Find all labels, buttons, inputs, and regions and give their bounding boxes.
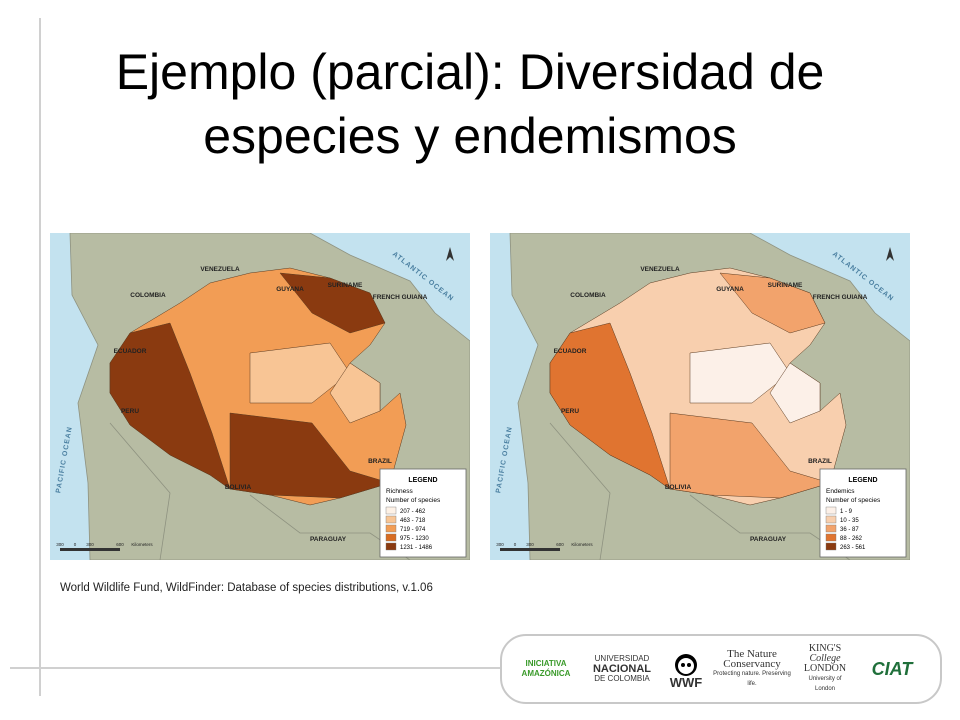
legend-swatch: [825, 506, 837, 515]
panda-icon: [675, 653, 697, 676]
scale-label: 600: [556, 542, 564, 547]
logo-ciat: CIAT: [871, 659, 913, 679]
logo-text: LONDON: [803, 663, 847, 674]
legend-label: 975 - 1230: [400, 536, 429, 542]
place-label: VENEZUELA: [640, 266, 680, 273]
logo-iniciativa: INICIATIVA AMAZÓNICA: [521, 659, 571, 678]
logo-wwf: WWF: [669, 651, 703, 690]
logo-unal: UNIVERSIDAD NACIONAL DE COLOMBIA: [585, 654, 659, 684]
place-label: COLOMBIA: [130, 292, 166, 299]
place-label: PERU: [561, 408, 579, 415]
caption: World Wildlife Fund, WildFinder: Databas…: [60, 582, 433, 594]
logo-bar: INICIATIVA AMAZÓNICA UNIVERSIDAD NACIONA…: [500, 634, 942, 704]
place-label: BRAZIL: [808, 458, 832, 465]
scale-label: 600: [116, 542, 124, 547]
scale-bar: [60, 548, 120, 551]
legend-label: 36 - 87: [840, 527, 859, 533]
logo-text: The Nature: [727, 648, 777, 660]
logo-kcl: KING'S College LONDON University of Lond…: [801, 644, 849, 694]
region: [249, 342, 351, 404]
logo-text: DE COLOMBIA: [594, 674, 650, 683]
region: [329, 362, 381, 424]
legend-swatch: [825, 515, 837, 524]
legend-heading: Richness: [386, 488, 413, 495]
north-arrow: [446, 247, 454, 261]
legend-swatch: [385, 533, 397, 542]
scale-label: 300: [526, 542, 534, 547]
logo-text: KING'S: [808, 643, 842, 654]
place-label: SURINAME: [328, 282, 363, 289]
slide-rule: [39, 18, 41, 696]
logo-tnc: The Nature Conservancy Protecting nature…: [713, 649, 791, 689]
slide-rule: [10, 667, 500, 669]
legend-subheading: Number of species: [826, 497, 881, 504]
logo-text: University of London: [808, 676, 842, 692]
place-label: BRAZIL: [368, 458, 392, 465]
scale-label: 0: [74, 542, 77, 547]
title-line: Ejemplo (parcial): Diversidad de: [115, 44, 825, 100]
region: [669, 412, 831, 499]
border: [109, 422, 171, 560]
scale-bar: [500, 548, 560, 551]
region: [689, 342, 791, 404]
region: [769, 362, 821, 424]
region: [719, 272, 826, 334]
place-label: VENEZUELA: [200, 266, 240, 273]
legend-label: 10 - 35: [840, 518, 859, 524]
scale-label: 300: [496, 542, 504, 547]
logo-text: Conservancy: [723, 658, 781, 670]
place-label: ECUADOR: [554, 348, 587, 355]
legend-swatch: [385, 542, 397, 551]
scale-label: Kilometers: [131, 542, 153, 547]
scale-label: Kilometers: [571, 542, 593, 547]
logo-text: Protecting nature. Preserving life.: [713, 671, 791, 687]
scale-label: 300: [56, 542, 64, 547]
legend-label: 1231 - 1486: [400, 545, 433, 551]
legend-swatch: [825, 533, 837, 542]
legend-heading: Endemics: [826, 488, 855, 495]
border: [549, 422, 611, 560]
legend-swatch: [385, 506, 397, 515]
scale-label: 0: [514, 542, 517, 547]
scale-label: 300: [86, 542, 94, 547]
legend-subheading: Number of species: [386, 497, 441, 504]
legend-label: 463 - 718: [400, 518, 426, 524]
slide-title: Ejemplo (parcial): Diversidad de especie…: [40, 40, 900, 168]
place-label: ECUADOR: [114, 348, 147, 355]
legend-label: 719 - 974: [400, 527, 426, 533]
legend-label: 88 - 262: [840, 536, 863, 542]
region: [279, 272, 386, 334]
region: [229, 412, 391, 499]
logo-text: College: [809, 653, 841, 664]
logo-text: WWF: [669, 674, 703, 690]
place-label: GUYANA: [276, 286, 304, 293]
place-label: FRENCH GUIANA: [813, 294, 868, 301]
endemics-map: VENEZUELA COLOMBIA GUYANA SURINAME FRENCH GU…: [490, 233, 910, 560]
place-label: BOLIVIA: [665, 484, 692, 491]
legend-label: 263 - 561: [840, 545, 866, 551]
logo-text: NACIONAL: [592, 663, 652, 675]
legend-label: 1 - 9: [840, 509, 853, 515]
place-label: PARAGUAY: [750, 536, 787, 543]
legend-swatch: [385, 524, 397, 533]
legend-title: LEGEND: [848, 477, 877, 484]
place-label: FRENCH GUIANA: [373, 294, 428, 301]
legend-label: 207 - 462: [400, 509, 426, 515]
legend-title: LEGEND: [408, 477, 437, 484]
place-label: GUYANA: [716, 286, 744, 293]
legend-swatch: [825, 542, 837, 551]
place-label: COLOMBIA: [570, 292, 606, 299]
place-label: BOLIVIA: [225, 484, 252, 491]
richness-map: VENEZUELA COLOMBIA GUYANA SURINAME FRENCH GU…: [50, 233, 470, 560]
place-label: SURINAME: [768, 282, 803, 289]
legend-swatch: [825, 524, 837, 533]
place-label: PERU: [121, 408, 139, 415]
title-line: especies y endemismos: [203, 108, 737, 164]
place-label: PARAGUAY: [310, 536, 347, 543]
north-arrow: [886, 247, 894, 261]
logo-text: UNIVERSIDAD: [594, 654, 650, 663]
legend-swatch: [385, 515, 397, 524]
